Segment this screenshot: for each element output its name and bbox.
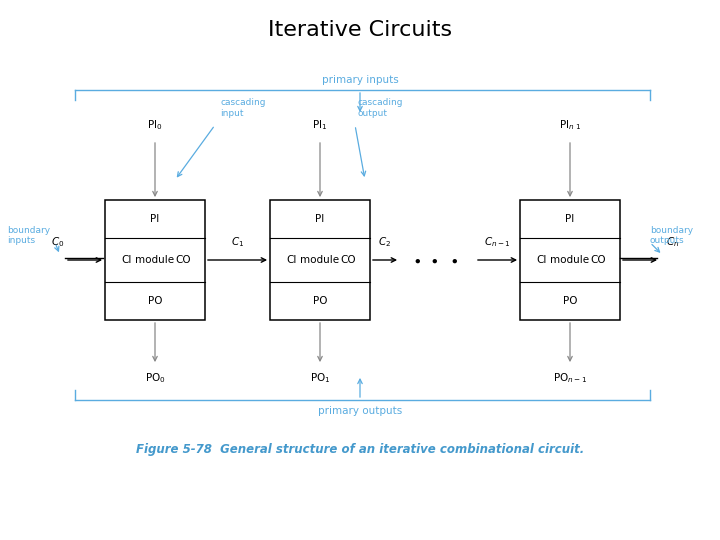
Text: PO$_0$: PO$_0$: [145, 371, 166, 385]
Bar: [105, 200, 205, 320]
Text: cascading
output: cascading output: [358, 98, 403, 118]
Text: module: module: [300, 255, 340, 265]
Text: $C_0$: $C_0$: [51, 235, 64, 249]
Text: Figure 5-78  General structure of an iterative combinational circuit.: Figure 5-78 General structure of an iter…: [136, 443, 584, 456]
Bar: [270, 200, 370, 320]
Text: $C_{n-1}$: $C_{n-1}$: [484, 235, 511, 249]
Text: $C_2$: $C_2$: [379, 235, 392, 249]
Text: Iterative Circuits: Iterative Circuits: [268, 20, 452, 40]
Text: CO: CO: [590, 255, 606, 265]
Text: PI: PI: [565, 214, 575, 224]
Text: PI$_0$: PI$_0$: [147, 119, 163, 132]
Text: PI: PI: [315, 214, 325, 224]
Text: PO: PO: [312, 296, 328, 306]
Text: CO: CO: [175, 255, 191, 265]
Text: PI$_{n\ 1}$: PI$_{n\ 1}$: [559, 119, 581, 132]
Bar: [520, 200, 620, 320]
Text: $C_1$: $C_1$: [231, 235, 244, 249]
Text: CO: CO: [340, 255, 356, 265]
Text: PI: PI: [150, 214, 160, 224]
Text: CI: CI: [537, 255, 547, 265]
Text: PO: PO: [563, 296, 577, 306]
Text: PO: PO: [148, 296, 162, 306]
Text: primary inputs: primary inputs: [322, 75, 398, 85]
Text: primary outputs: primary outputs: [318, 406, 402, 416]
Text: boundary
inputs: boundary inputs: [7, 226, 50, 245]
Text: CI: CI: [122, 255, 132, 265]
Text: CI: CI: [287, 255, 297, 265]
Text: boundary
outputs: boundary outputs: [650, 226, 693, 245]
Text: cascading
input: cascading input: [220, 98, 266, 118]
Text: module: module: [550, 255, 590, 265]
Text: module: module: [135, 255, 174, 265]
Text: $C_n$: $C_n$: [666, 235, 680, 249]
Text: PO$_1$: PO$_1$: [310, 371, 330, 385]
Text: $\bullet\ \bullet\ \bullet$: $\bullet\ \bullet\ \bullet$: [412, 253, 459, 267]
Text: PI$_1$: PI$_1$: [312, 119, 328, 132]
Text: PO$_{n-1}$: PO$_{n-1}$: [553, 371, 587, 385]
